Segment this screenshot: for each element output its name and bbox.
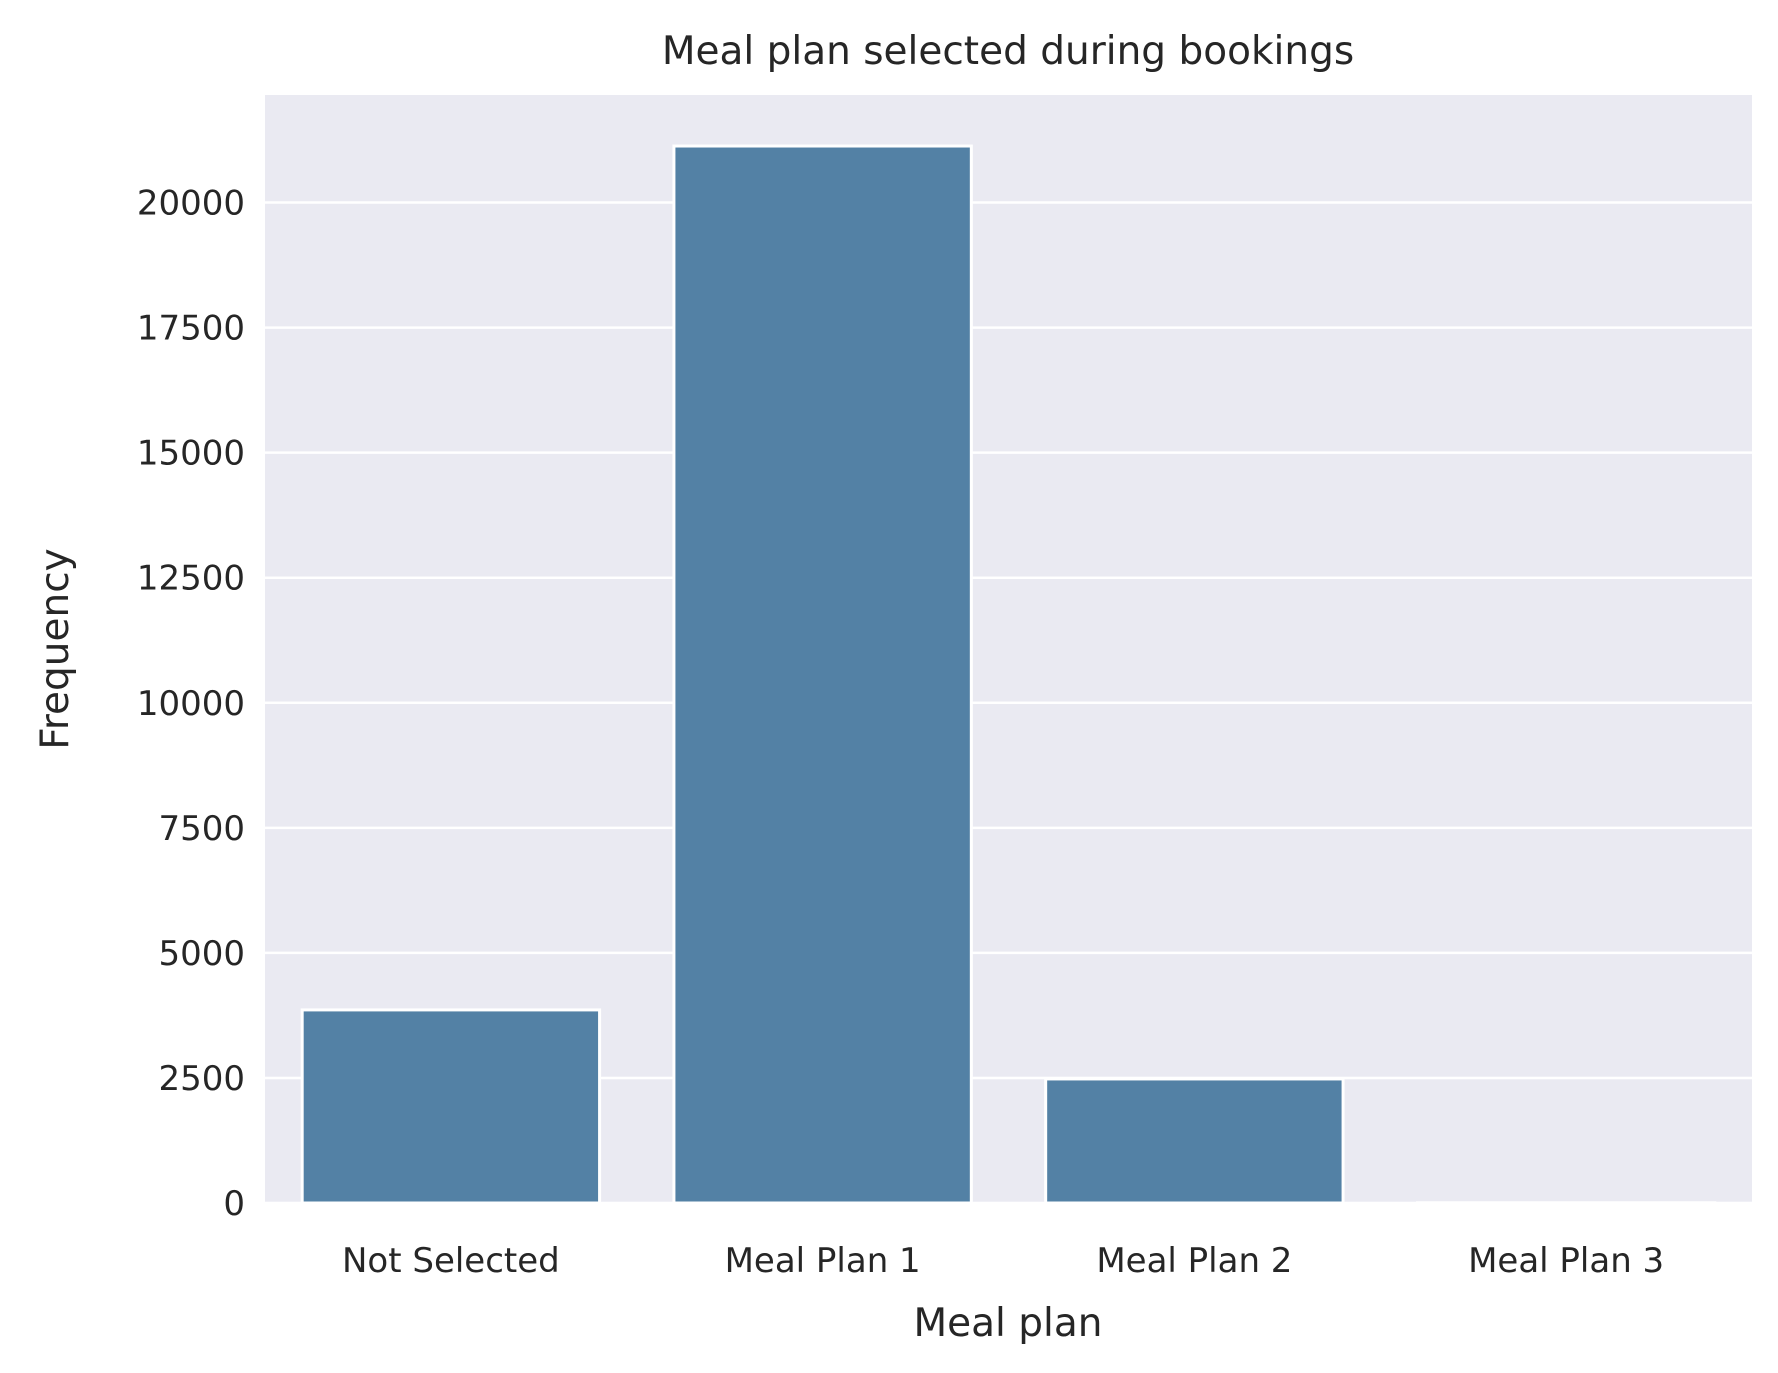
bar <box>672 144 973 1205</box>
y-tick-label: 15000 <box>137 434 245 474</box>
x-tick-label: Meal Plan 2 <box>1096 1241 1292 1281</box>
x-tick-label: Meal Plan 1 <box>725 1241 921 1281</box>
y-tick-label: 20000 <box>137 184 245 224</box>
x-tick-label: Not Selected <box>342 1241 560 1281</box>
y-tick-label: 17500 <box>137 309 245 349</box>
y-tick-labels: 0 2500 5000 7500 10000 12500 15000 17500 20000 <box>137 184 245 1224</box>
y-tick-label: 10000 <box>137 684 245 724</box>
y-tick-label: 2500 <box>158 1059 245 1099</box>
y-axis-label: Frequency <box>33 548 78 749</box>
bar <box>300 1008 602 1205</box>
y-tick-label: 12500 <box>137 559 245 599</box>
y-tick-label: 5000 <box>158 934 245 974</box>
chart-title: Meal plan selected during bookings <box>662 29 1354 74</box>
y-tick-label: 0 <box>223 1184 245 1224</box>
x-tick-labels: Not Selected Meal Plan 1 Meal Plan 2 Meal P… <box>342 1241 1664 1281</box>
bar <box>1044 1077 1345 1205</box>
x-axis-label: Meal plan <box>914 1301 1103 1346</box>
y-tick-label: 7500 <box>158 809 245 849</box>
x-tick-label: Meal Plan 3 <box>1468 1241 1664 1281</box>
bars <box>300 144 1717 1205</box>
